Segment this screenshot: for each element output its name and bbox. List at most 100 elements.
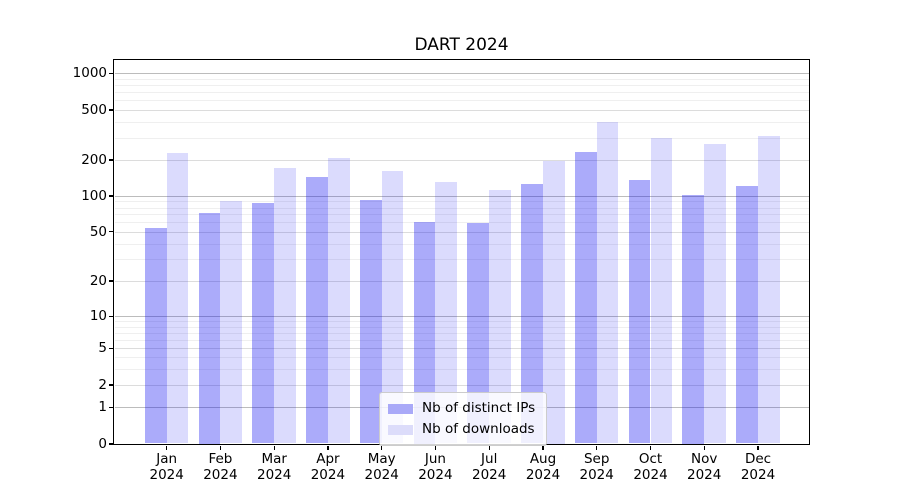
y-tick-mark	[109, 195, 113, 197]
minor-gridline	[115, 339, 809, 341]
bar-oct-downloads	[650, 137, 673, 444]
bar-jun-distinct-ips	[413, 221, 436, 444]
bar-aug-downloads	[543, 161, 565, 444]
gridline	[115, 385, 809, 386]
x-tick-mark	[219, 445, 222, 450]
y-tick-mark	[109, 72, 113, 74]
y-tick-label: 1000	[72, 65, 107, 82]
gridline	[115, 231, 809, 233]
bar-dec-distinct-ips	[736, 185, 758, 444]
minor-gridline	[115, 100, 809, 102]
x-tick-mark	[596, 445, 598, 450]
y-tick-label: 2	[98, 377, 107, 393]
minor-gridline	[115, 207, 809, 209]
minor-gridline	[115, 122, 809, 124]
bar-apr-downloads	[327, 157, 350, 444]
x-tick-mark	[434, 445, 437, 450]
bar-mar-distinct-ips	[252, 202, 275, 444]
major-gridline	[115, 196, 809, 197]
y-tick-label: 500	[81, 102, 107, 118]
x-tick-mark	[273, 445, 275, 450]
y-tick-mark	[109, 280, 113, 282]
minor-gridline	[115, 357, 809, 359]
bar-dec-downloads	[758, 136, 780, 444]
bar-feb-downloads	[220, 201, 243, 444]
bar-apr-distinct-ips	[306, 176, 328, 444]
y-tick-label: 20	[89, 273, 107, 289]
y-tick-label: 5	[98, 340, 107, 357]
y-tick-label: 1	[98, 399, 107, 416]
y-tick-mark	[109, 159, 113, 161]
bar-feb-distinct-ips	[198, 213, 221, 444]
bar-nov-downloads	[704, 143, 726, 444]
gridline	[115, 281, 809, 282]
minor-gridline	[115, 201, 809, 203]
minor-gridline	[115, 92, 809, 94]
minor-gridline	[115, 78, 809, 80]
y-tick-mark	[109, 443, 113, 445]
bar-jan-downloads	[166, 152, 189, 444]
legend-swatch-downloads	[388, 424, 413, 435]
y-tick-mark	[109, 406, 113, 408]
bar-nov-distinct-ips	[682, 194, 705, 444]
minor-gridline	[115, 222, 809, 224]
minor-gridline	[115, 332, 809, 334]
y-tick-label: 10	[89, 308, 107, 325]
x-tick-label: Jun 2024	[418, 451, 453, 483]
legend-label-distinct-ips: Nb of distinct IPs	[422, 400, 536, 416]
chart-title: DART 2024	[414, 35, 509, 55]
x-tick-label: Aug 2024	[525, 451, 561, 483]
bar-jan-distinct-ips	[144, 227, 167, 444]
legend: Nb of distinct IPs Nb of downloads	[379, 392, 548, 446]
legend-item-distinct-ips: Nb of distinct IPs	[388, 400, 535, 417]
x-tick-label: Oct 2024	[633, 451, 668, 483]
x-tick-mark	[703, 445, 705, 450]
y-tick-mark	[109, 347, 113, 349]
minor-gridline	[115, 137, 809, 139]
minor-gridline	[115, 243, 809, 245]
bar-jul-distinct-ips	[467, 223, 490, 444]
minor-gridline	[115, 368, 809, 370]
legend-swatch-distinct-ips	[388, 403, 413, 414]
x-tick-mark	[649, 445, 652, 450]
y-tick-mark	[109, 384, 113, 386]
y-tick-label: 200	[81, 152, 107, 168]
major-gridline	[115, 316, 809, 318]
x-tick-label: Mar 2024	[257, 451, 292, 483]
minor-gridline	[115, 321, 809, 323]
x-tick-label: May 2024	[364, 451, 399, 483]
minor-gridline	[115, 326, 809, 328]
gridline	[115, 110, 809, 111]
x-tick-label: Jan 2024	[149, 451, 184, 483]
bar-mar-downloads	[274, 168, 296, 444]
minor-gridline	[115, 259, 809, 261]
x-tick-label: Sep 2024	[579, 451, 614, 483]
major-gridline	[115, 73, 809, 75]
x-tick-mark	[757, 445, 759, 450]
legend-item-downloads: Nb of downloads	[388, 421, 535, 438]
y-tick-label: 100	[81, 188, 107, 204]
y-tick-mark	[109, 315, 113, 317]
bar-sep-distinct-ips	[574, 152, 597, 444]
x-tick-label: Dec 2024	[740, 451, 776, 483]
x-tick-label: Apr 2024	[310, 451, 346, 483]
x-tick-label: Jul 2024	[472, 451, 507, 483]
x-tick-mark	[327, 445, 329, 450]
minor-gridline	[115, 85, 809, 87]
bar-sep-downloads	[596, 122, 619, 444]
y-tick-label: 0	[98, 436, 107, 452]
x-tick-mark	[166, 445, 168, 450]
y-tick-mark	[109, 109, 113, 111]
x-tick-mark	[542, 445, 544, 450]
bar-jun-downloads	[435, 182, 458, 444]
bar-aug-distinct-ips	[521, 184, 543, 444]
x-tick-mark	[381, 445, 383, 450]
y-tick-mark	[109, 231, 113, 233]
bar-may-downloads	[381, 170, 404, 444]
bar-oct-distinct-ips	[628, 180, 651, 444]
gridline	[115, 348, 809, 350]
bar-may-distinct-ips	[359, 200, 382, 444]
